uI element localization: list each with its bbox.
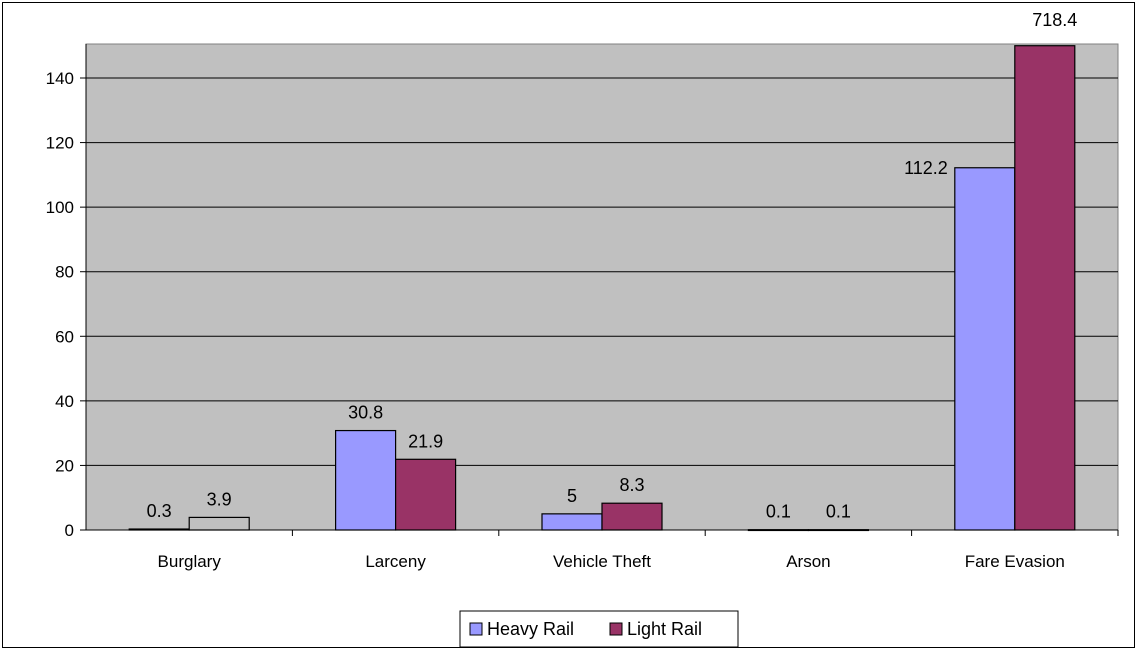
legend bbox=[459, 610, 739, 648]
x-tick-label: Fare Evasion bbox=[965, 552, 1065, 571]
x-tick-label: Vehicle Theft bbox=[553, 552, 651, 571]
data-label-light-rail-arson: 0.1 bbox=[826, 502, 851, 522]
y-tick-label: 40 bbox=[55, 392, 74, 411]
legend-swatch-heavy-rail bbox=[469, 622, 483, 636]
bar-light-rail-larceny bbox=[395, 458, 457, 531]
data-label-heavy-rail-larceny: 30.8 bbox=[348, 403, 383, 423]
bar-heavy-rail-larceny bbox=[335, 429, 397, 531]
y-tick-label: 120 bbox=[46, 134, 74, 153]
data-label-heavy-rail-fare-evasion: 112.2 bbox=[904, 158, 948, 178]
bar-heavy-rail-vehicle-theft bbox=[541, 513, 603, 531]
x-tick-label: Larceny bbox=[365, 552, 426, 571]
data-label-heavy-rail-arson: 0.1 bbox=[766, 502, 791, 522]
y-tick-label: 100 bbox=[46, 198, 74, 217]
x-tick-label: Arson bbox=[786, 552, 830, 571]
bar-light-rail-burglary bbox=[188, 516, 250, 531]
bar-light-rail-fare-evasion bbox=[1014, 45, 1076, 531]
legend-label-light-rail: Light Rail bbox=[627, 619, 702, 639]
data-label-light-rail-larceny: 21.9 bbox=[408, 431, 443, 451]
bar-heavy-rail-fare-evasion bbox=[954, 167, 1016, 531]
data-label-heavy-rail-burglary: 0.3 bbox=[147, 501, 172, 521]
bar-light-rail-vehicle-theft bbox=[601, 502, 663, 531]
data-label-heavy-rail-vehicle-theft: 5 bbox=[567, 486, 577, 506]
plot-area bbox=[85, 43, 1119, 531]
x-tick-label: Burglary bbox=[158, 552, 222, 571]
y-tick-label: 80 bbox=[55, 263, 74, 282]
data-label-light-rail-burglary: 3.9 bbox=[207, 489, 232, 509]
y-tick-label: 60 bbox=[55, 327, 74, 346]
data-label-light-rail-vehicle-theft: 8.3 bbox=[619, 475, 644, 495]
y-tick-label: 20 bbox=[55, 456, 74, 475]
data-label-light-rail-fare-evasion: 718.4 bbox=[1032, 10, 1077, 30]
legend-label-heavy-rail: Heavy Rail bbox=[487, 619, 574, 639]
legend-swatch-light-rail bbox=[609, 622, 623, 636]
y-tick-label: 140 bbox=[46, 69, 74, 88]
y-tick-label: 0 bbox=[65, 521, 74, 540]
